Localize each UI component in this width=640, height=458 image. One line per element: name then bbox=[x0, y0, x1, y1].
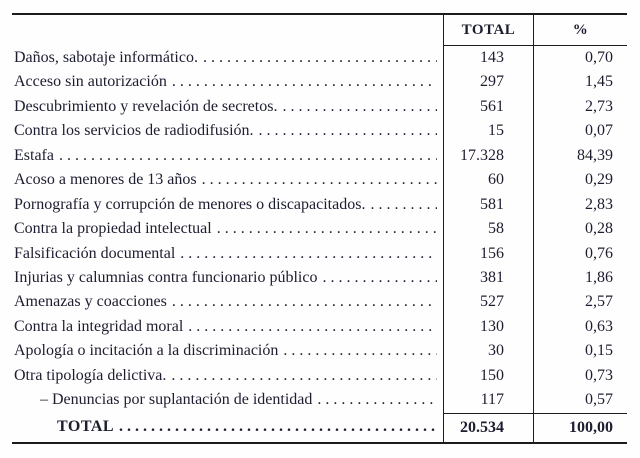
table-row: Pornografía y corrupción de menores o di… bbox=[12, 192, 627, 218]
row-percent-value: 2,57 bbox=[533, 290, 627, 315]
dot-leader bbox=[172, 290, 437, 314]
table-header-row: TOTAL % bbox=[12, 15, 627, 46]
row-percent-value: 0,29 bbox=[533, 168, 627, 193]
column-header-total: TOTAL bbox=[443, 15, 533, 46]
row-percent-value: 2,83 bbox=[533, 192, 627, 218]
row-total-value: 15 bbox=[443, 119, 533, 144]
row-percent-value: 1,86 bbox=[533, 265, 627, 291]
row-percent-value: 0,57 bbox=[533, 388, 627, 413]
total-row-total-value: 20.534 bbox=[443, 412, 533, 442]
row-percent-value: 0,07 bbox=[533, 119, 627, 144]
row-label: Apología o incitación a la discriminació… bbox=[14, 342, 279, 360]
table-row: Amenazas y coacciones 527 2,57 bbox=[12, 290, 627, 315]
row-total-value: 30 bbox=[443, 339, 533, 364]
table-row: Estafa 17.328 84,39 bbox=[12, 143, 627, 169]
offense-statistics-table: TOTAL % Daños, sabotaje informático. 143… bbox=[12, 13, 627, 444]
dot-leader bbox=[119, 413, 437, 440]
dot-leader bbox=[322, 266, 437, 290]
dot-leader bbox=[180, 242, 437, 266]
dot-leader bbox=[172, 70, 437, 94]
table-row: Acoso a menores de 13 años 60 0,29 bbox=[12, 168, 627, 193]
column-header-percent: % bbox=[533, 15, 627, 46]
table-row: Contra los servicios de radiodifusión. 1… bbox=[12, 119, 627, 144]
row-total-value: 156 bbox=[443, 241, 533, 266]
table-row: Injurias y calumnias contra funcionario … bbox=[12, 265, 627, 291]
table-row: Daños, sabotaje informático. 143 0,70 bbox=[12, 46, 627, 71]
row-total-value: 143 bbox=[443, 46, 533, 71]
dot-leader bbox=[217, 217, 437, 241]
row-percent-value: 2,73 bbox=[533, 94, 627, 120]
row-label: Estafa bbox=[14, 146, 54, 164]
row-percent-value: 0,63 bbox=[533, 314, 627, 340]
dot-leader bbox=[283, 339, 437, 363]
row-percent-value: 0,28 bbox=[533, 217, 627, 242]
total-row-label: TOTAL bbox=[57, 417, 115, 435]
row-total-value: 58 bbox=[443, 217, 533, 242]
dot-leader bbox=[202, 168, 437, 192]
dot-leader bbox=[317, 388, 437, 412]
row-total-value: 130 bbox=[443, 314, 533, 340]
row-percent-value: 84,39 bbox=[533, 143, 627, 169]
table-row: Contra la propiedad intelectual 58 0,28 bbox=[12, 217, 627, 242]
dot-leader bbox=[171, 364, 437, 388]
row-label: Acceso sin autorización bbox=[14, 73, 167, 91]
dot-leader bbox=[370, 193, 437, 217]
row-label: Injurias y calumnias contra funcionario … bbox=[14, 268, 318, 286]
row-label: Contra la integridad moral bbox=[14, 317, 184, 335]
table-row: Otra tipología delictiva. 150 0,73 bbox=[12, 363, 627, 389]
row-total-value: 581 bbox=[443, 192, 533, 218]
row-label: Amenazas y coacciones bbox=[14, 293, 167, 311]
row-total-value: 60 bbox=[443, 168, 533, 193]
row-label: Acoso a menores de 13 años bbox=[14, 171, 197, 189]
table-row: Apología o incitación a la discriminació… bbox=[12, 339, 627, 364]
table-row: Acceso sin autorización 297 1,45 bbox=[12, 70, 627, 95]
row-label: – Denuncias por suplantación de identida… bbox=[40, 391, 313, 409]
row-total-value: 297 bbox=[443, 70, 533, 95]
row-label: Otra tipología delictiva. bbox=[14, 366, 167, 384]
dot-leader bbox=[188, 315, 437, 339]
row-total-value: 381 bbox=[443, 265, 533, 291]
row-label: Descubrimiento y revelación de secretos. bbox=[14, 97, 278, 115]
row-label: Falsificación documental bbox=[14, 244, 176, 262]
row-label: Daños, sabotaje informático. bbox=[14, 49, 198, 66]
header-empty-cell bbox=[12, 15, 443, 46]
row-percent-value: 1,45 bbox=[533, 70, 627, 95]
table-total-row: TOTAL 20.534 100,00 bbox=[12, 412, 627, 442]
table-row: – Denuncias por suplantación de identida… bbox=[12, 388, 627, 413]
row-percent-value: 0,70 bbox=[533, 46, 627, 71]
row-total-value: 561 bbox=[443, 94, 533, 120]
row-percent-value: 0,73 bbox=[533, 363, 627, 389]
total-row-percent-value: 100,00 bbox=[533, 412, 627, 442]
table-row: Descubrimiento y revelación de secretos.… bbox=[12, 94, 627, 120]
row-label: Contra los servicios de radiodifusión. bbox=[14, 122, 254, 140]
dot-leader bbox=[203, 46, 437, 70]
row-total-value: 150 bbox=[443, 363, 533, 389]
dot-leader bbox=[59, 144, 437, 168]
dot-leader bbox=[259, 119, 437, 143]
row-total-value: 117 bbox=[443, 388, 533, 413]
row-total-value: 17.328 bbox=[443, 143, 533, 169]
row-percent-value: 0,76 bbox=[533, 241, 627, 266]
row-label: Contra la propiedad intelectual bbox=[14, 220, 212, 238]
row-total-value: 527 bbox=[443, 290, 533, 315]
row-percent-value: 0,15 bbox=[533, 339, 627, 364]
table-body: Daños, sabotaje informático. 143 0,70 Ac… bbox=[12, 46, 627, 413]
table-row: Contra la integridad moral 130 0,63 bbox=[12, 314, 627, 340]
row-label: Pornografía y corrupción de menores o di… bbox=[14, 195, 366, 213]
table-row: Falsificación documental 156 0,76 bbox=[12, 241, 627, 266]
dot-leader bbox=[282, 95, 437, 119]
